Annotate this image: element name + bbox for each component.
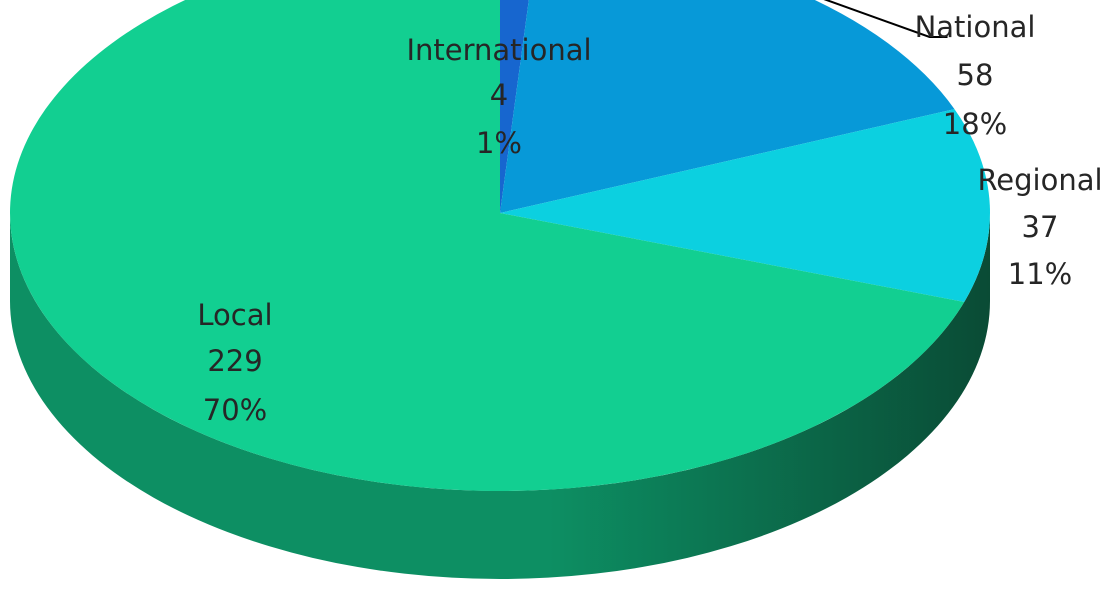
pie-side <box>10 213 990 579</box>
slice-percent-local: 70% <box>203 393 267 427</box>
leader-line-national <box>823 0 948 38</box>
slice-label-international: International <box>406 33 591 67</box>
pie-side-wall <box>10 213 990 579</box>
slice-value-regional: 37 <box>1022 210 1059 244</box>
slice-label-national: National <box>915 10 1036 44</box>
slice-value-national: 58 <box>957 58 994 92</box>
pie-slice-international <box>500 0 529 213</box>
slice-value-local: 229 <box>207 344 262 378</box>
pie-slices <box>10 0 990 491</box>
slice-label-local: Local <box>197 298 272 332</box>
slice-percent-international: 1% <box>476 126 522 160</box>
pie-slice-regional <box>500 109 990 302</box>
leader-lines <box>823 0 948 38</box>
pie-slice-national <box>500 0 955 213</box>
slice-label-regional: Regional <box>977 163 1102 197</box>
slice-value-international: 4 <box>490 78 508 112</box>
slice-percent-regional: 11% <box>1008 257 1072 291</box>
pie-slice-local <box>10 0 965 491</box>
slice-percent-national: 18% <box>943 107 1007 141</box>
